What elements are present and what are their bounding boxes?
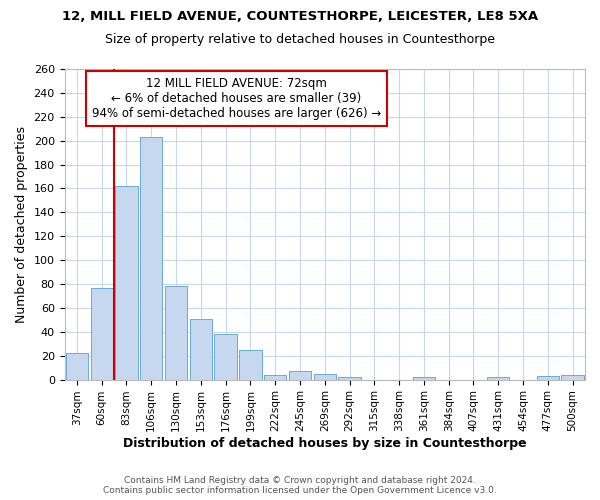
Bar [314,374,336,380]
Bar [289,371,311,380]
X-axis label: Distribution of detached houses by size in Countesthorpe: Distribution of detached houses by size … [123,437,527,450]
Bar [165,286,187,380]
Text: Size of property relative to detached houses in Countesthorpe: Size of property relative to detached ho… [105,32,495,46]
Bar [214,334,237,380]
Bar [562,375,584,380]
Bar [91,288,113,380]
Text: 12, MILL FIELD AVENUE, COUNTESTHORPE, LEICESTER, LE8 5XA: 12, MILL FIELD AVENUE, COUNTESTHORPE, LE… [62,10,538,23]
Text: 12 MILL FIELD AVENUE: 72sqm
← 6% of detached houses are smaller (39)
94% of semi: 12 MILL FIELD AVENUE: 72sqm ← 6% of deta… [92,77,381,120]
Bar [536,376,559,380]
Bar [115,186,137,380]
Bar [413,377,435,380]
Bar [66,354,88,380]
Text: Contains HM Land Registry data © Crown copyright and database right 2024.
Contai: Contains HM Land Registry data © Crown c… [103,476,497,495]
Y-axis label: Number of detached properties: Number of detached properties [15,126,28,323]
Bar [140,137,163,380]
Bar [239,350,262,380]
Bar [338,377,361,380]
Bar [190,318,212,380]
Bar [264,375,286,380]
Bar [487,377,509,380]
